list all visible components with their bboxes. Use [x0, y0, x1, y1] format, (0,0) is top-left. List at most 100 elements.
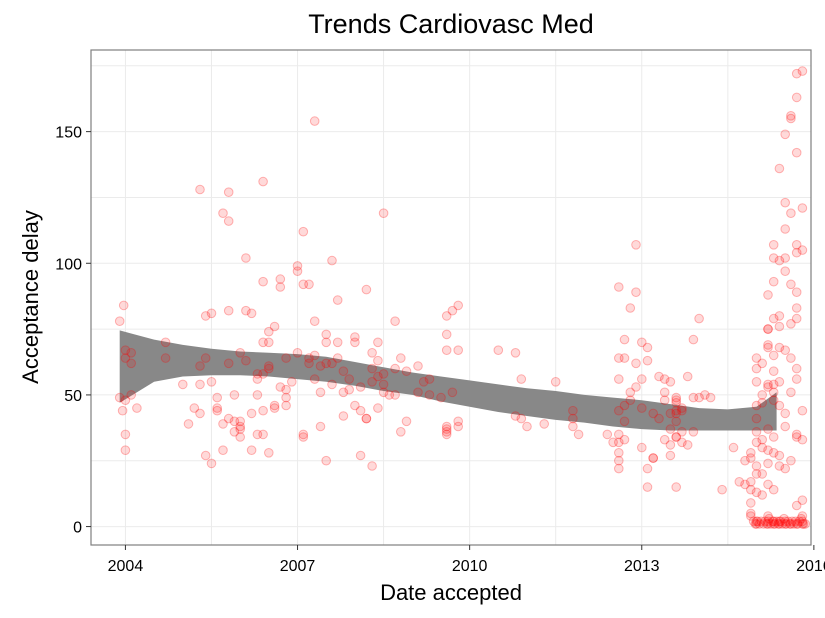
data-point	[774, 321, 785, 332]
data-point	[768, 253, 779, 263]
data-point	[287, 377, 297, 387]
data-point	[791, 303, 802, 313]
data-point	[797, 434, 808, 445]
data-point	[793, 519, 803, 529]
data-point	[229, 427, 240, 437]
data-point	[304, 353, 314, 363]
data-point	[677, 427, 687, 437]
data-point	[768, 379, 779, 390]
data-point	[367, 363, 377, 374]
data-point	[298, 429, 309, 440]
data-point	[264, 448, 274, 458]
data-point	[361, 413, 372, 424]
data-point	[309, 316, 320, 327]
data-point	[275, 282, 286, 292]
data-point	[671, 482, 682, 492]
data-point	[126, 348, 136, 358]
data-point	[269, 403, 280, 413]
data-point	[694, 392, 704, 403]
data-point	[522, 421, 532, 432]
data-point	[798, 519, 809, 529]
data-point	[614, 405, 624, 416]
data-point	[637, 337, 647, 348]
data-point	[258, 176, 268, 187]
data-point	[241, 305, 251, 316]
data-point	[309, 116, 320, 126]
data-point	[447, 305, 458, 316]
data-point	[791, 147, 802, 158]
data-point	[750, 519, 761, 529]
data-point	[195, 361, 205, 371]
data-point	[619, 400, 630, 411]
data-point	[780, 266, 791, 277]
data-point	[786, 111, 796, 121]
data-point	[327, 255, 337, 266]
data-point	[252, 369, 263, 379]
data-point	[516, 413, 527, 424]
data-point	[671, 416, 682, 427]
data-point	[619, 353, 630, 363]
data-point	[751, 461, 762, 471]
data-point	[235, 432, 245, 442]
data-point	[413, 361, 423, 371]
data-point	[791, 363, 802, 374]
data-point	[241, 355, 251, 366]
data-point	[229, 416, 240, 427]
data-point	[791, 247, 802, 258]
data-point	[332, 353, 343, 363]
data-point	[619, 334, 630, 345]
data-point	[396, 427, 406, 437]
data-point	[797, 203, 808, 213]
data-point	[751, 413, 762, 424]
data-point	[218, 419, 228, 429]
data-point	[126, 358, 136, 369]
data-point	[781, 519, 792, 529]
data-point	[258, 337, 268, 348]
data-point	[642, 355, 653, 366]
data-point	[223, 358, 234, 369]
data-point	[510, 411, 521, 421]
data-point	[258, 405, 268, 416]
data-point	[608, 437, 618, 448]
data-point	[786, 353, 796, 363]
data-point	[178, 379, 188, 390]
data-point	[631, 287, 641, 298]
data-point	[790, 516, 801, 527]
data-point	[746, 508, 756, 519]
data-point	[763, 458, 773, 469]
data-point	[637, 442, 647, 453]
data-point	[791, 500, 802, 511]
data-point	[780, 345, 791, 356]
data-point	[332, 295, 343, 305]
data-point	[120, 345, 131, 356]
x-axis-ticks: 2004 2007 2010 2013 2016	[108, 545, 825, 575]
data-point	[648, 408, 659, 419]
data-point	[573, 429, 584, 440]
data-point	[602, 429, 613, 440]
data-point	[378, 369, 389, 379]
data-point	[780, 408, 791, 419]
data-point	[768, 313, 779, 324]
data-point	[223, 216, 234, 226]
data-point	[355, 405, 366, 416]
data-point	[717, 484, 727, 495]
data-point	[206, 458, 217, 469]
data-point	[298, 226, 309, 237]
grid-lines	[91, 50, 811, 545]
data-point	[751, 363, 762, 374]
data-point	[654, 413, 664, 424]
data-point	[757, 358, 768, 369]
data-point	[780, 197, 791, 208]
data-point	[160, 337, 171, 348]
data-point	[752, 516, 763, 527]
data-point	[694, 313, 704, 324]
data-point	[327, 358, 337, 369]
data-point	[665, 450, 676, 461]
data-point	[763, 516, 773, 527]
data-point	[332, 337, 343, 348]
data-point	[120, 445, 131, 456]
data-point	[118, 300, 129, 311]
data-point	[441, 329, 452, 340]
data-point	[763, 324, 773, 334]
data-point	[315, 421, 326, 432]
